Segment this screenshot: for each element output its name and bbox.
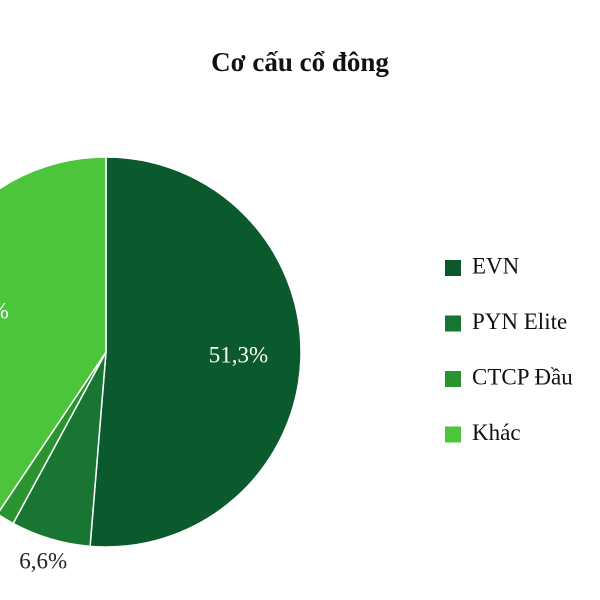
data-label: 6,6% <box>19 548 67 573</box>
legend-swatch <box>445 371 461 387</box>
legend-label: PYN Elite <box>472 309 567 334</box>
legend-label: Khác <box>472 420 521 445</box>
legend-swatch <box>445 315 461 332</box>
pie-slice <box>0 351 107 525</box>
legend-label: EVN <box>472 253 520 278</box>
legend-swatch <box>445 426 461 443</box>
legend-label: CTCP Đầu <box>472 364 573 389</box>
pie-slice <box>0 156 107 512</box>
legend-swatch <box>445 260 461 276</box>
chart-title: Cơ cấu cổ đông <box>211 47 389 77</box>
data-label: 40,6% <box>0 299 9 324</box>
pie-slice <box>89 156 302 548</box>
data-label: 51,3% <box>209 343 268 368</box>
